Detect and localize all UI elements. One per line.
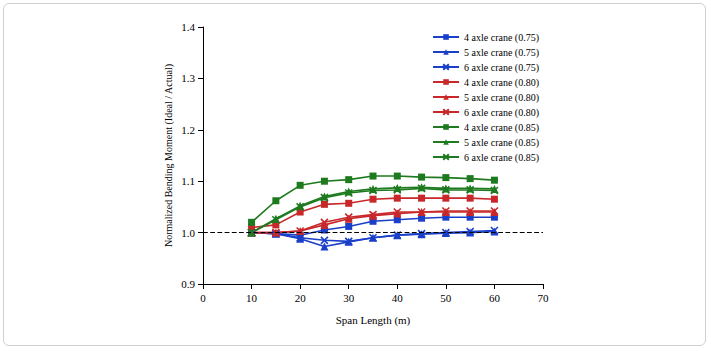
svg-text:5 axle crane (0.80): 5 axle crane (0.80) — [464, 92, 539, 104]
svg-text:5 axle crane (0.85): 5 axle crane (0.85) — [464, 137, 539, 149]
svg-text:4 axle crane (0.80): 4 axle crane (0.80) — [464, 77, 539, 89]
svg-text:10: 10 — [246, 292, 258, 304]
svg-text:1.0: 1.0 — [181, 227, 195, 239]
svg-text:50: 50 — [440, 292, 452, 304]
svg-text:4 axle crane (0.85): 4 axle crane (0.85) — [464, 122, 539, 134]
svg-text:0.9: 0.9 — [181, 278, 195, 290]
svg-text:20: 20 — [295, 292, 307, 304]
svg-text:6 axle crane (0.85): 6 axle crane (0.85) — [464, 152, 539, 164]
svg-text:0: 0 — [200, 292, 206, 304]
svg-text:1.4: 1.4 — [181, 21, 195, 33]
svg-text:1.2: 1.2 — [181, 124, 195, 136]
svg-text:1.3: 1.3 — [181, 72, 195, 84]
svg-text:6 axle crane (0.80): 6 axle crane (0.80) — [464, 107, 539, 119]
svg-text:30: 30 — [343, 292, 355, 304]
svg-text:4 axle crane (0.75): 4 axle crane (0.75) — [464, 32, 539, 44]
svg-text:Normalized Bending Moment (Ide: Normalized Bending Moment (Ideal / Actua… — [163, 64, 175, 247]
svg-text:6 axle crane (0.75): 6 axle crane (0.75) — [464, 62, 539, 74]
svg-text:5 axle crane (0.75): 5 axle crane (0.75) — [464, 47, 539, 59]
svg-text:70: 70 — [538, 292, 550, 304]
svg-text:1.1: 1.1 — [181, 175, 195, 187]
svg-text:40: 40 — [392, 292, 404, 304]
svg-text:Span Length (m): Span Length (m) — [336, 314, 411, 327]
svg-text:60: 60 — [489, 292, 501, 304]
